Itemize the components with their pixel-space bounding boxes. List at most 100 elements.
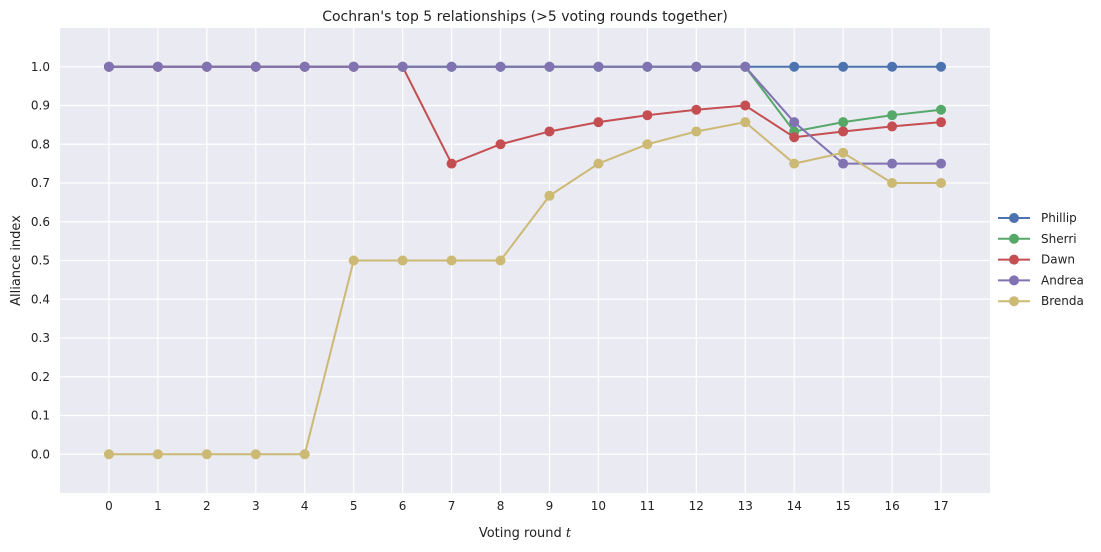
series-brenda	[103, 117, 947, 460]
data-point	[348, 61, 359, 72]
legend-label: Dawn	[1041, 253, 1075, 267]
data-point	[936, 61, 947, 72]
data-point	[887, 121, 898, 132]
x-tick-label: 5	[350, 499, 358, 513]
y-tick-label: 0.2	[31, 370, 50, 384]
y-tick-label: 0.0	[31, 447, 50, 461]
data-point	[691, 104, 702, 115]
x-axis-label-variable: t	[566, 526, 572, 541]
data-point	[838, 126, 849, 137]
series-line	[108, 65, 942, 165]
data-point	[299, 61, 310, 72]
legend-item-brenda: Brenda	[998, 294, 1084, 308]
y-tick-label: 0.1	[31, 409, 50, 423]
data-point	[838, 61, 849, 72]
series-line	[108, 121, 942, 456]
data-point	[642, 110, 653, 121]
data-point	[299, 449, 310, 460]
x-tick-label: 10	[591, 499, 606, 513]
data-point	[201, 449, 212, 460]
data-point	[544, 61, 555, 72]
data-point	[103, 449, 114, 460]
legend-label: Phillip	[1041, 211, 1077, 225]
data-point	[887, 61, 898, 72]
data-point	[789, 158, 800, 169]
data-point	[495, 139, 506, 150]
data-point	[691, 126, 702, 137]
data-point	[789, 132, 800, 143]
data-point	[691, 61, 702, 72]
data-point	[838, 158, 849, 169]
y-axis-label: Alliance index	[9, 215, 24, 306]
data-point	[446, 255, 457, 266]
series-andrea	[103, 61, 947, 169]
data-point	[789, 117, 800, 128]
x-tick-label: 7	[448, 499, 456, 513]
data-point	[838, 147, 849, 158]
y-tick-label: 0.5	[31, 254, 50, 268]
x-tick-label: 0	[105, 499, 113, 513]
y-tick-label: 0.3	[31, 331, 50, 345]
legend-marker	[1009, 296, 1019, 307]
x-tick-label: 4	[301, 499, 309, 513]
data-point	[593, 61, 604, 72]
x-axis-label-text: Voting round	[479, 526, 562, 541]
data-point	[544, 126, 555, 137]
data-point	[201, 61, 212, 72]
legend-marker	[1009, 233, 1019, 244]
x-tick-labels: 0 1 2 3 4 5 6 7 8 9 10 11 12 13 14 15 16 17	[105, 499, 949, 513]
data-point	[397, 61, 408, 72]
data-point	[740, 61, 751, 72]
x-tick-label: 9	[546, 499, 554, 513]
data-point	[789, 61, 800, 72]
data-point	[887, 158, 898, 169]
data-point	[495, 61, 506, 72]
data-point	[838, 117, 849, 128]
y-tick-labels: 0.0 0.1 0.2 0.3 0.4 0.5 0.6 0.7 0.8 0.9 1.0	[31, 60, 50, 462]
data-point	[740, 100, 751, 111]
data-point	[152, 449, 163, 460]
x-tick-label: 13	[738, 499, 753, 513]
data-point	[495, 255, 506, 266]
data-point	[740, 117, 751, 128]
legend-label: Brenda	[1041, 294, 1084, 308]
legend: Phillip Sherri Dawn Andrea Brenda	[998, 211, 1084, 308]
data-point	[936, 117, 947, 128]
series-layer	[103, 61, 947, 460]
y-tick-label: 0.9	[31, 99, 50, 113]
x-tick-label: 11	[640, 499, 655, 513]
legend-item-phillip: Phillip	[998, 211, 1077, 225]
y-tick-label: 1.0	[31, 60, 50, 74]
data-point	[936, 104, 947, 115]
data-point	[642, 61, 653, 72]
legend-label: Andrea	[1041, 273, 1084, 287]
data-point	[887, 110, 898, 121]
data-point	[593, 158, 604, 169]
legend-marker	[1009, 254, 1019, 265]
legend-item-dawn: Dawn	[998, 253, 1075, 267]
data-point	[103, 61, 114, 72]
data-point	[348, 255, 359, 266]
legend-marker	[1009, 275, 1019, 286]
data-point	[152, 61, 163, 72]
data-point	[642, 139, 653, 150]
x-tick-label: 3	[252, 499, 260, 513]
x-tick-label: 12	[689, 499, 704, 513]
x-tick-label: 16	[884, 499, 899, 513]
x-tick-label: 15	[836, 499, 851, 513]
y-tick-label: 0.7	[31, 176, 50, 190]
data-point	[544, 190, 555, 201]
y-tick-label: 0.6	[31, 215, 50, 229]
grid	[60, 28, 990, 493]
data-point	[250, 61, 261, 72]
data-point	[887, 178, 898, 188]
data-point	[593, 117, 604, 128]
x-tick-label: 17	[933, 499, 948, 513]
x-tick-label: 1	[154, 499, 162, 513]
x-tick-label: 6	[399, 499, 407, 513]
y-tick-label: 0.4	[31, 292, 50, 306]
chart-title: Cochran's top 5 relationships (>5 voting…	[322, 9, 728, 25]
data-point	[936, 178, 947, 188]
data-point	[446, 158, 457, 169]
